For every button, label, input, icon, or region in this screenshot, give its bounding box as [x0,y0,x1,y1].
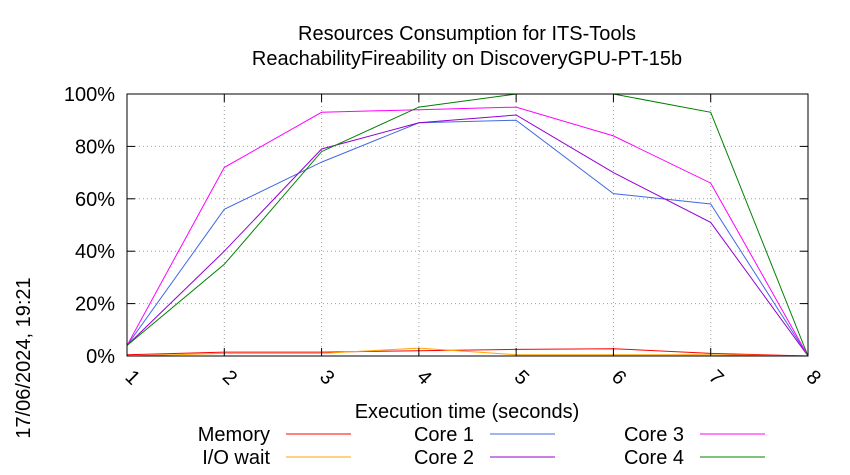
legend-label-core-2: Core 2 [414,447,474,469]
x-tick-label: 8 [802,366,825,389]
legend-label-core-4: Core 4 [624,447,684,469]
plot-frame [126,93,809,357]
y-tick-label: 20% [75,294,115,316]
x-tick-label: 4 [412,366,435,389]
series-line-core-3 [126,106,809,357]
legend-label-core-3: Core 3 [624,424,684,446]
x-tick-label: 1 [121,366,144,389]
chart-title: Resources Consumption for ITS-Tools [298,23,636,45]
y-tick-label: 100% [64,84,115,106]
x-tick-label: 2 [218,366,241,389]
series-line-core-1 [126,119,809,357]
y-tick-label: 60% [75,189,115,211]
x-tick-label: 5 [510,366,533,389]
x-tick-label: 6 [607,366,630,389]
y-tick-label: 0% [86,346,115,368]
series-line-memory [126,348,809,357]
axis-ticks: 0% 20% 40% 60% 80% 100% 1 2 3 4 5 6 7 8 [64,84,825,389]
series-lines [126,93,809,357]
x-tick-label: 3 [315,366,338,389]
legend-label-i-o-wait: I/O wait [202,447,270,469]
x-axis-label: Execution time (seconds) [355,401,580,423]
legend-label-memory: Memory [198,424,270,446]
legend-label-core-1: Core 1 [414,424,474,446]
chart-subtitle: ReachabilityFireability on DiscoveryGPU-… [252,48,682,70]
x-tick-label: 7 [704,366,727,389]
timestamp-label: 17/06/2024, 19:21 [13,277,35,438]
y-tick-label: 80% [75,136,115,158]
series-line-i-o-wait [126,347,809,357]
y-tick-label: 40% [75,241,115,263]
grid-lines [127,93,808,357]
series-line-core-4 [126,93,809,357]
series-line-core-2 [126,114,809,357]
